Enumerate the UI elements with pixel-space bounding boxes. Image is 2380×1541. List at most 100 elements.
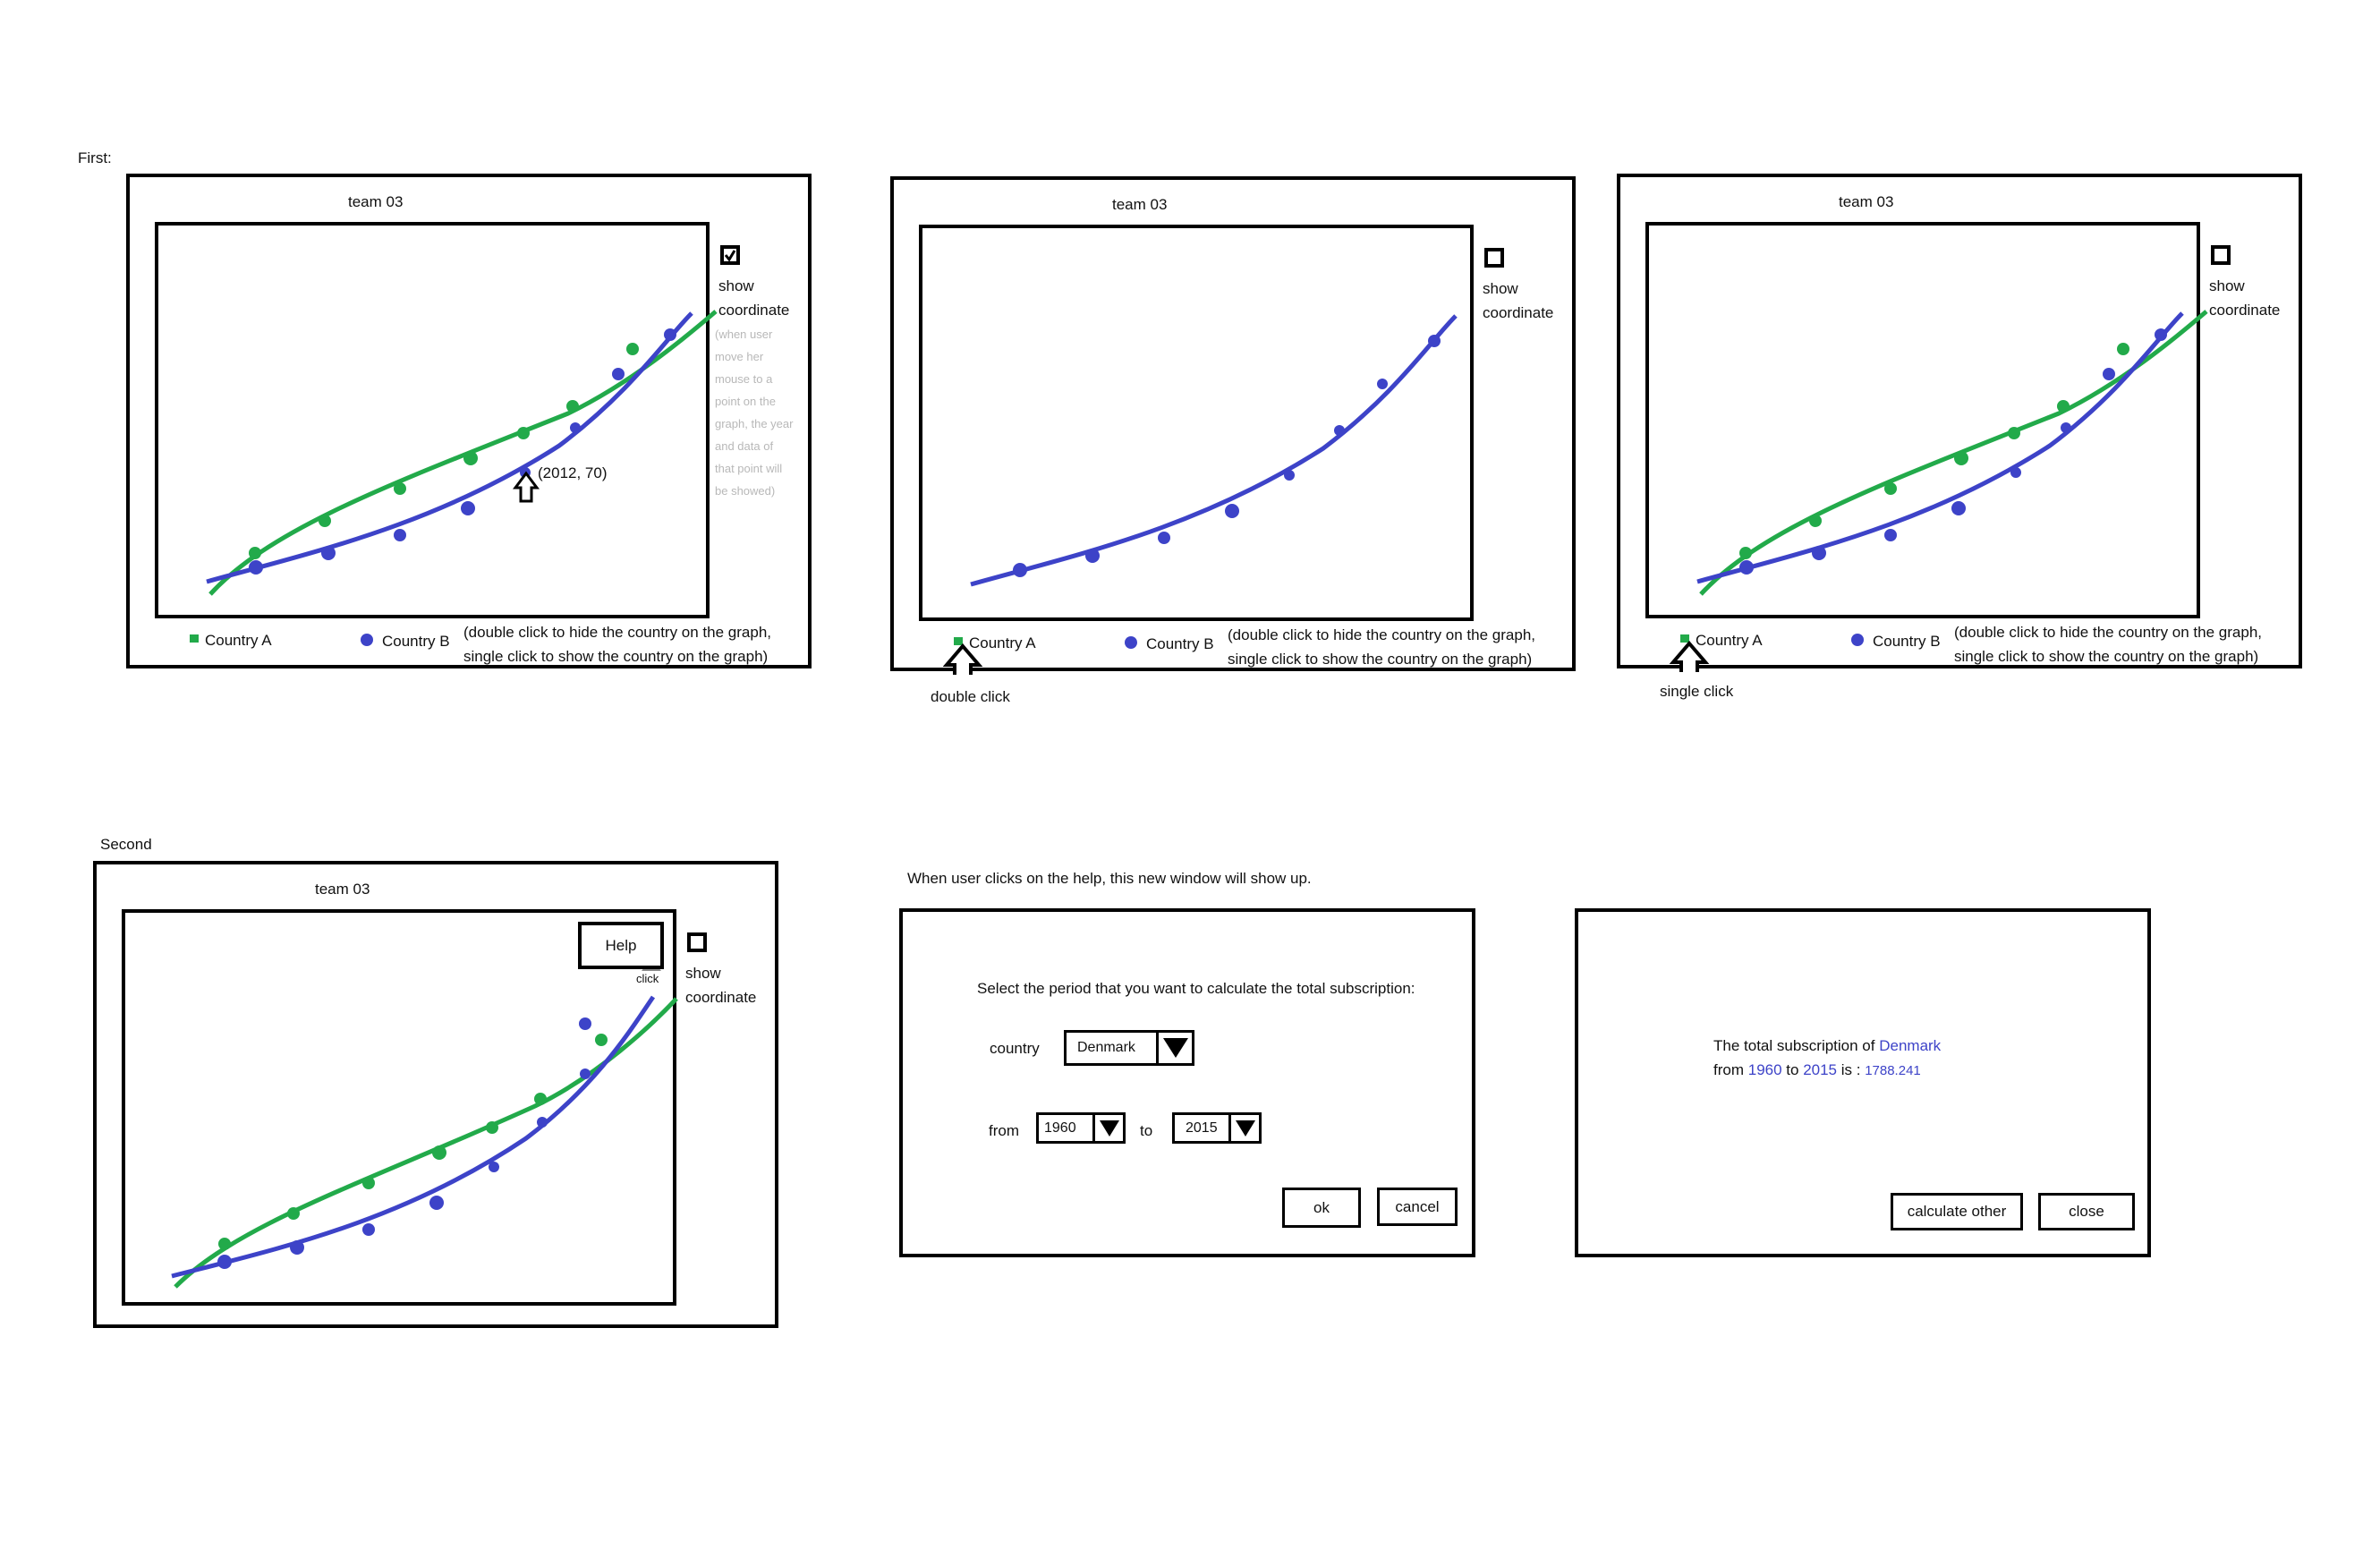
from-label: from — [989, 1122, 1019, 1139]
panel-title: team 03 — [1839, 193, 1894, 210]
show-coordinate-checkbox[interactable] — [1484, 248, 1504, 268]
country-b-point — [489, 1162, 499, 1172]
ok-button[interactable]: ok — [1282, 1188, 1361, 1228]
country-b-point — [321, 546, 336, 560]
country-a-point — [463, 451, 478, 465]
single-click-annotation: single click — [1660, 683, 1734, 700]
country-a-point — [2117, 343, 2129, 355]
legend-country-a[interactable]: Country A — [1696, 632, 1763, 649]
arrow-cursor-icon — [513, 471, 540, 503]
legend-country-b[interactable]: Country B — [1146, 635, 1214, 652]
country-b-point — [580, 1068, 591, 1079]
country-a-point — [362, 1177, 375, 1189]
country-b-point — [394, 529, 406, 541]
country-b-point — [1377, 379, 1388, 389]
show-coordinate-label: coordinate — [685, 989, 757, 1006]
country-b-point — [362, 1223, 375, 1236]
hint-text: (when user move her mouse to a point on … — [715, 328, 794, 498]
first-label: First: — [78, 149, 112, 166]
legend-country-a[interactable]: Country A — [969, 634, 1036, 651]
country-a-point — [595, 1034, 608, 1046]
line-graph-panel-4[interactable] — [97, 864, 782, 1332]
show-coordinate-label: coordinate — [2209, 302, 2281, 319]
panel-title: team 03 — [348, 193, 404, 210]
country-a-point — [394, 482, 406, 495]
close-button[interactable]: close — [2038, 1193, 2135, 1230]
country-b-line — [970, 314, 1458, 587]
country-b-line — [171, 995, 656, 1279]
country-a-point — [626, 343, 639, 355]
country-a-line — [208, 310, 718, 596]
result-window: The total subscription of Denmark from 1… — [1575, 908, 2151, 1257]
to-label: to — [1140, 1122, 1153, 1139]
show-coordinate-checkbox[interactable] — [720, 245, 740, 265]
to-year-select[interactable]: 2015 — [1172, 1112, 1262, 1144]
help-intro-label: When user clicks on the help, this new w… — [907, 870, 1312, 887]
calculate-other-button[interactable]: calculate other — [1891, 1193, 2023, 1230]
country-b-point — [1428, 335, 1441, 347]
country-b-point — [1158, 532, 1170, 544]
legend-swatch-a — [1680, 634, 1689, 643]
cancel-button[interactable]: cancel — [1377, 1188, 1458, 1226]
country-a-point — [2057, 400, 2070, 413]
show-coordinate-checkbox[interactable] — [2211, 245, 2231, 265]
arrow-cursor-icon — [1669, 640, 1710, 672]
legend-country-b[interactable]: Country B — [1873, 633, 1941, 650]
second-label: Second — [100, 836, 152, 853]
graph-area[interactable] — [122, 909, 676, 1306]
graph-area[interactable] — [155, 222, 710, 618]
result-line-1: The total subscription of Denmark — [1713, 1037, 1942, 1054]
country-b-point — [1334, 425, 1345, 436]
double-click-annotation: double click — [931, 688, 1010, 705]
arrow-cursor-icon — [942, 643, 983, 675]
legend-note: (double click to hide the country on the… — [1954, 624, 2262, 641]
country-b-point — [461, 501, 475, 515]
graph-area[interactable] — [919, 225, 1474, 621]
country-b-point — [1951, 501, 1966, 515]
country-a-point — [534, 1093, 547, 1105]
graph-area[interactable] — [1645, 222, 2200, 618]
country-b-point — [290, 1240, 304, 1255]
dropdown-arrow-icon[interactable] — [1156, 1033, 1192, 1063]
dropdown-arrow-icon[interactable] — [1228, 1115, 1259, 1141]
country-b-point — [2061, 422, 2071, 433]
legend-note: single click to show the country on the … — [1954, 648, 2259, 665]
legend-swatch-a — [954, 637, 963, 645]
legend-note: single click to show the country on the … — [1228, 651, 1533, 668]
country-b-line — [206, 311, 693, 584]
country-a-point — [1809, 515, 1822, 527]
country-a-point — [486, 1121, 498, 1134]
dialog-prompt: Select the period that you want to calcu… — [977, 980, 1415, 997]
country-b-point — [1284, 470, 1295, 481]
line-graph-panel-1[interactable] — [130, 177, 815, 672]
line-graph-panel-3[interactable] — [1620, 177, 2306, 672]
country-a-point — [1954, 451, 1968, 465]
country-label: country — [990, 1040, 1040, 1057]
country-a-point — [249, 547, 261, 559]
from-year-value: 1960 — [1044, 1120, 1076, 1136]
country-b-point — [1225, 504, 1239, 518]
country-a-point — [218, 1238, 231, 1250]
show-coordinate-label: coordinate — [1483, 304, 1554, 321]
result-from-year: 1960 — [1747, 1061, 1782, 1078]
legend-country-a[interactable]: Country A — [205, 632, 272, 649]
result-total: 1788.241 — [1865, 1063, 1921, 1078]
line-graph-panel-2[interactable] — [894, 180, 1579, 675]
country-select[interactable]: Denmark — [1064, 1030, 1194, 1066]
country-a-line — [1699, 310, 2208, 596]
help-button[interactable]: Help — [578, 922, 664, 969]
legend-note: single click to show the country on the … — [463, 648, 769, 665]
to-year-value: 2015 — [1186, 1120, 1218, 1136]
country-b-point — [1085, 549, 1100, 563]
legend-country-b[interactable]: Country B — [382, 633, 450, 650]
country-b-point — [570, 422, 581, 433]
panel-title: team 03 — [315, 881, 370, 898]
country-b-point — [579, 1017, 591, 1030]
show-coordinate-checkbox[interactable] — [687, 932, 707, 952]
legend-swatch-b — [1125, 636, 1137, 649]
country-a-point — [319, 515, 331, 527]
show-coordinate-label: coordinate — [718, 302, 790, 319]
dropdown-arrow-icon[interactable] — [1092, 1115, 1123, 1141]
country-b-point — [1812, 546, 1826, 560]
from-year-select[interactable]: 1960 — [1036, 1112, 1126, 1144]
